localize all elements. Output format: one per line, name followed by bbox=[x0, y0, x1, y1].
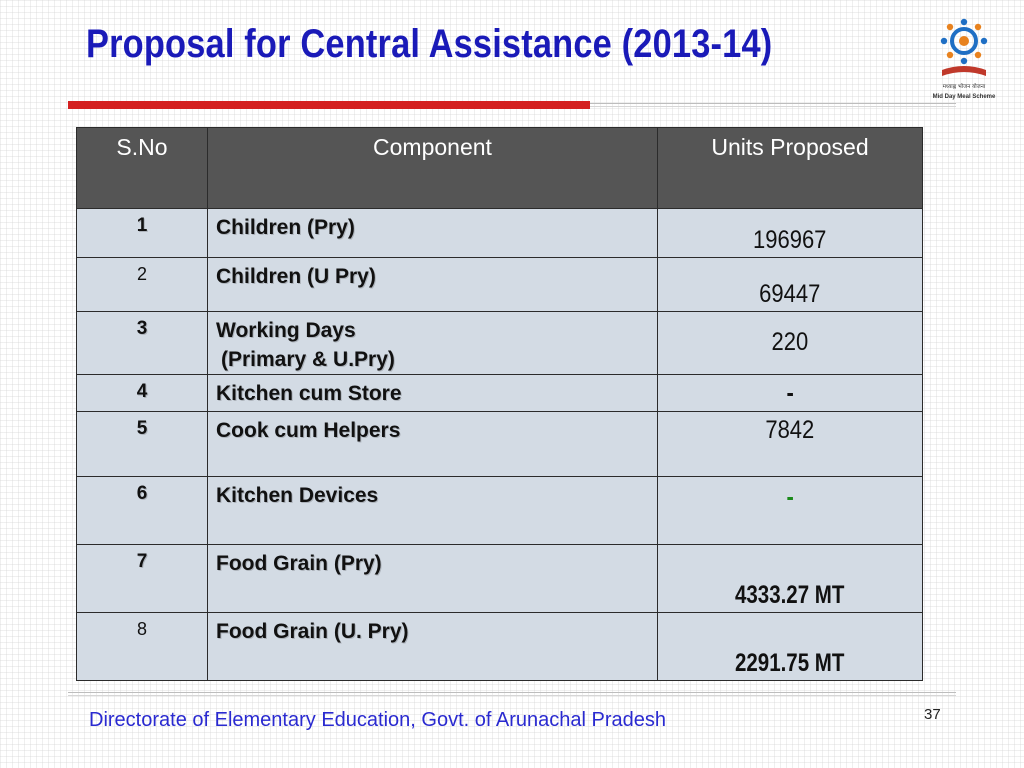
title-underline-red bbox=[68, 101, 590, 109]
footer-text: Directorate of Elementary Education, Gov… bbox=[89, 709, 666, 731]
row-units: 4333.27 MT bbox=[735, 581, 845, 609]
row-component: Cook cum Helpers bbox=[207, 411, 658, 477]
row-sno: 8 bbox=[76, 612, 208, 681]
table-header-row: S.No Component Units Proposed bbox=[76, 127, 923, 209]
row-component: Children (U Pry) bbox=[207, 257, 658, 312]
row-sno: 6 bbox=[76, 476, 208, 545]
logo-english-text: Mid Day Meal Scheme bbox=[933, 94, 996, 100]
row-component: Kitchen cum Store bbox=[207, 374, 658, 412]
row-sno: 7 bbox=[76, 544, 208, 613]
table-row: 7 Food Grain (Pry) 4333.27 MT bbox=[76, 544, 923, 613]
row-component: Food Grain (Pry) bbox=[207, 544, 658, 613]
table-row: 5 Cook cum Helpers 7842 bbox=[76, 411, 923, 477]
title-underline-gray bbox=[590, 103, 956, 104]
header-component: Component bbox=[207, 127, 658, 209]
row-sno: 2 bbox=[76, 257, 208, 312]
row-units: - bbox=[786, 483, 794, 511]
row-units: 196967 bbox=[753, 226, 827, 254]
row-component-line2: (Primary & U.Pry) bbox=[221, 348, 395, 371]
row-sno: 3 bbox=[76, 311, 208, 375]
mid-day-meal-scheme-logo: मध्याह्न भोजन योजना Mid Day Meal Scheme bbox=[933, 18, 996, 100]
page-number: 37 bbox=[924, 706, 941, 723]
table-row: 4 Kitchen cum Store - bbox=[76, 374, 923, 412]
row-units: 69447 bbox=[759, 280, 821, 308]
row-sno: 4 bbox=[76, 374, 208, 412]
row-units: - bbox=[786, 379, 794, 407]
footer-rule-2 bbox=[68, 695, 956, 696]
table-row: 8 Food Grain (U. Pry) 2291.75 MT bbox=[76, 612, 923, 681]
proposal-table: S.No Component Units Proposed 1 Children… bbox=[76, 127, 923, 681]
row-component: Food Grain (U. Pry) bbox=[207, 612, 658, 681]
table-row: 1 Children (Pry) 196967 bbox=[76, 208, 923, 258]
header-units-proposed: Units Proposed bbox=[657, 127, 923, 209]
row-component: Kitchen Devices bbox=[207, 476, 658, 545]
row-component: Children (Pry) bbox=[207, 208, 658, 258]
slide-title: Proposal for Central Assistance (2013-14… bbox=[86, 22, 773, 66]
row-component-line1: Working Days bbox=[216, 319, 356, 342]
table-row: 6 Kitchen Devices - bbox=[76, 476, 923, 545]
row-units: 7842 bbox=[765, 416, 815, 444]
row-sno: 5 bbox=[76, 411, 208, 477]
logo-hindi-text: मध्याह्न भोजन योजना bbox=[943, 83, 986, 90]
logo-figures-ring bbox=[940, 18, 988, 65]
row-component: Working Days (Primary & U.Pry) bbox=[207, 311, 658, 375]
table-row: 3 Working Days (Primary & U.Pry) 220 bbox=[76, 311, 923, 375]
table-row: 2 Children (U Pry) 69447 bbox=[76, 257, 923, 312]
footer-rule bbox=[68, 692, 956, 693]
row-sno: 1 bbox=[76, 208, 208, 258]
row-units: 220 bbox=[771, 328, 809, 356]
title-underline-gray-2 bbox=[590, 106, 956, 107]
header-sno: S.No bbox=[76, 127, 208, 209]
row-units: 2291.75 MT bbox=[735, 649, 845, 677]
